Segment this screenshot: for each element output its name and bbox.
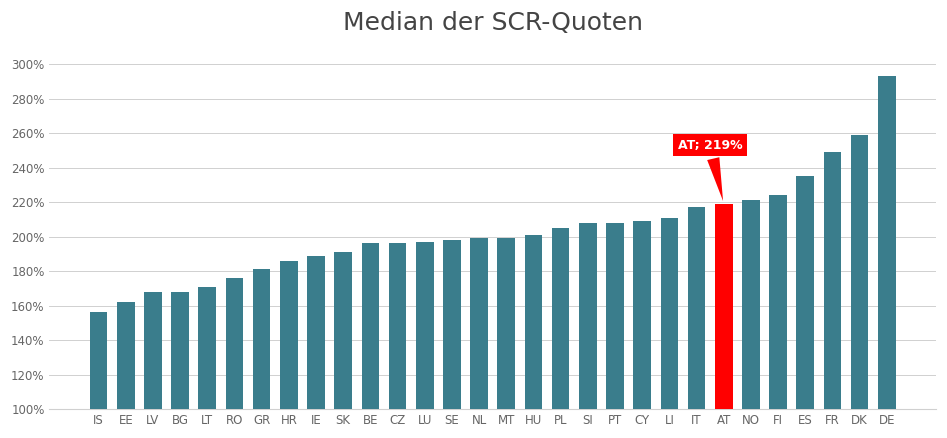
Bar <box>824 152 841 409</box>
Bar <box>388 244 406 409</box>
Bar <box>552 228 569 409</box>
Bar <box>769 195 787 409</box>
Bar <box>579 223 597 409</box>
Bar <box>715 204 733 409</box>
Bar <box>280 261 297 409</box>
Bar <box>334 252 352 409</box>
Bar <box>199 286 216 409</box>
Bar <box>307 255 325 409</box>
Bar <box>878 76 896 409</box>
Bar <box>660 218 678 409</box>
Bar <box>116 302 134 409</box>
Bar <box>144 292 162 409</box>
Bar <box>225 278 243 409</box>
Bar <box>416 242 434 409</box>
Bar <box>471 238 488 409</box>
Bar <box>606 223 624 409</box>
Bar <box>796 176 814 409</box>
Bar <box>497 238 515 409</box>
Bar <box>688 207 706 409</box>
Bar <box>253 269 271 409</box>
Bar <box>362 244 379 409</box>
Bar <box>171 292 189 409</box>
Bar <box>443 240 461 409</box>
Bar <box>634 221 651 409</box>
Bar <box>90 312 107 409</box>
Title: Median der SCR-Quoten: Median der SCR-Quoten <box>343 11 643 35</box>
Bar <box>742 200 759 409</box>
Bar <box>850 135 868 409</box>
Text: AT; 219%: AT; 219% <box>678 138 742 201</box>
Bar <box>525 235 543 409</box>
